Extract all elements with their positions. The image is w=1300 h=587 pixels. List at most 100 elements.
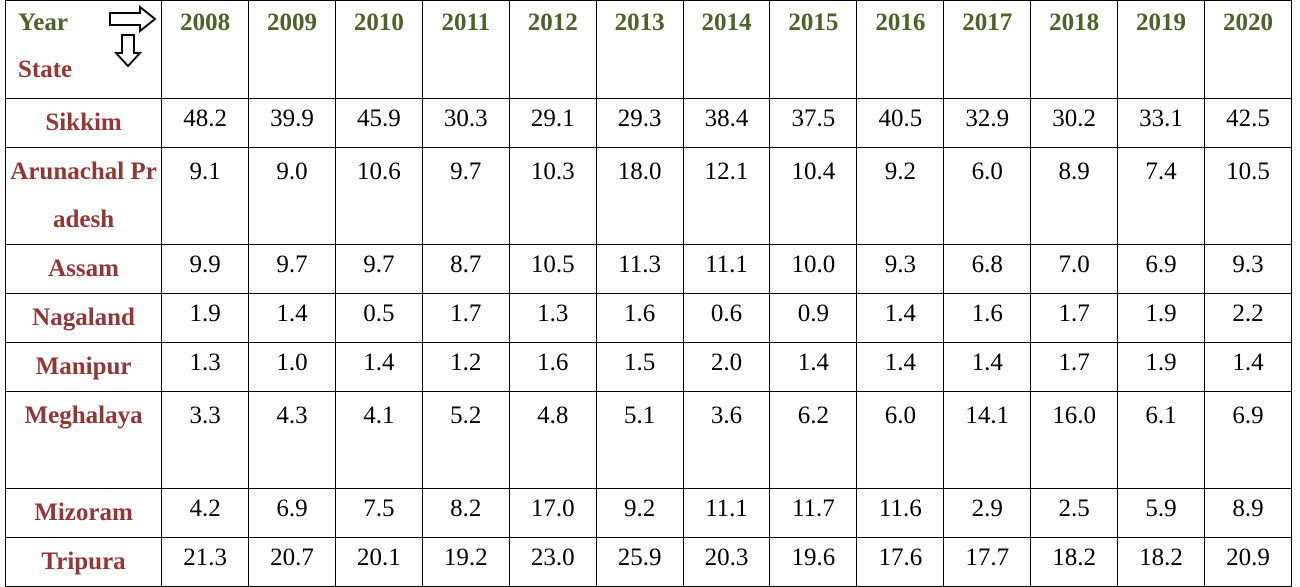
table-row: Arunachal Pradesh 9.1 9.0 10.6 9.7 10.3 18.0 12… bbox=[4, 147, 1293, 245]
value-cell: 20.3 bbox=[682, 537, 771, 587]
value-cell: 9.7 bbox=[248, 244, 336, 294]
value-cell: 1.6 bbox=[943, 293, 1032, 343]
value-cell: 1.7 bbox=[1030, 342, 1119, 392]
value-cell: 42.5 bbox=[1203, 98, 1293, 148]
value-cell: 0.5 bbox=[334, 293, 423, 343]
value-cell: 1.2 bbox=[421, 342, 510, 392]
value-cell: 12.1 bbox=[682, 147, 771, 245]
value-cell: 7.5 bbox=[334, 488, 423, 538]
state-cell: Tripura bbox=[4, 537, 163, 587]
value-cell: 33.1 bbox=[1117, 98, 1205, 148]
value-cell: 1.4 bbox=[334, 342, 423, 392]
state-axis-label: State bbox=[18, 56, 73, 83]
value-cell: 1.0 bbox=[248, 342, 336, 392]
value-cell: 9.2 bbox=[595, 488, 684, 538]
value-cell: 1.3 bbox=[161, 342, 250, 392]
value-cell: 32.9 bbox=[943, 98, 1032, 148]
value-cell: 1.7 bbox=[421, 293, 510, 343]
header-row: Year State 2008 2009 2010 2011 2012 2013 2014 201… bbox=[4, 0, 1293, 99]
value-cell: 4.3 bbox=[248, 391, 336, 489]
value-cell: 10.3 bbox=[508, 147, 597, 245]
table-row: Sikkim 48.2 39.9 45.9 30.3 29.1 29.3 38.4 37.5 40… bbox=[4, 98, 1293, 148]
state-cell: Sikkim bbox=[4, 98, 163, 148]
value-cell: 39.9 bbox=[248, 98, 336, 148]
value-cell: 10.5 bbox=[1203, 147, 1293, 245]
value-cell: 4.8 bbox=[508, 391, 597, 489]
table-row: Tripura 21.3 20.7 20.1 19.2 23.0 25.9 20.3 19.6 1… bbox=[4, 537, 1293, 587]
value-cell: 2.5 bbox=[1030, 488, 1119, 538]
value-cell: 25.9 bbox=[595, 537, 684, 587]
value-cell: 10.6 bbox=[334, 147, 423, 245]
value-cell: 6.9 bbox=[1117, 244, 1205, 294]
value-cell: 1.4 bbox=[943, 342, 1032, 392]
value-cell: 2.9 bbox=[943, 488, 1032, 538]
value-cell: 11.6 bbox=[856, 488, 945, 538]
value-cell: 1.9 bbox=[1117, 342, 1205, 392]
value-cell: 23.0 bbox=[508, 537, 597, 587]
value-cell: 5.9 bbox=[1117, 488, 1205, 538]
value-cell: 6.0 bbox=[856, 391, 945, 489]
state-cell: Manipur bbox=[4, 342, 163, 392]
value-cell: 4.1 bbox=[334, 391, 423, 489]
value-cell: 6.8 bbox=[943, 244, 1032, 294]
value-cell: 11.3 bbox=[595, 244, 684, 294]
data-table: Year State 2008 2009 2010 2011 2012 2013 2014 201… bbox=[4, 0, 1293, 587]
value-cell: 7.4 bbox=[1117, 147, 1205, 245]
value-cell: 9.9 bbox=[161, 244, 250, 294]
value-cell: 9.1 bbox=[161, 147, 250, 245]
year-axis-label: Year bbox=[18, 9, 68, 36]
value-cell: 10.4 bbox=[769, 147, 858, 245]
value-cell: 30.2 bbox=[1030, 98, 1119, 148]
value-cell: 11.1 bbox=[682, 244, 771, 294]
value-cell: 1.5 bbox=[595, 342, 684, 392]
value-cell: 9.3 bbox=[1203, 244, 1293, 294]
value-cell: 1.6 bbox=[595, 293, 684, 343]
value-cell: 5.2 bbox=[421, 391, 510, 489]
value-cell: 8.7 bbox=[421, 244, 510, 294]
value-cell: 2.0 bbox=[682, 342, 771, 392]
value-cell: 7.0 bbox=[1030, 244, 1119, 294]
year-header-2016: 2016 bbox=[856, 0, 945, 99]
value-cell: 5.1 bbox=[595, 391, 684, 489]
year-header-2019: 2019 bbox=[1117, 0, 1205, 99]
value-cell: 10.0 bbox=[769, 244, 858, 294]
value-cell: 29.1 bbox=[508, 98, 597, 148]
value-cell: 20.9 bbox=[1203, 537, 1293, 587]
value-cell: 29.3 bbox=[595, 98, 684, 148]
value-cell: 37.5 bbox=[769, 98, 858, 148]
value-cell: 19.6 bbox=[769, 537, 858, 587]
value-cell: 18.2 bbox=[1117, 537, 1205, 587]
value-cell: 19.2 bbox=[421, 537, 510, 587]
value-cell: 6.2 bbox=[769, 391, 858, 489]
value-cell: 2.2 bbox=[1203, 293, 1293, 343]
state-cell: Mizoram bbox=[4, 488, 163, 538]
year-header-2010: 2010 bbox=[334, 0, 423, 99]
value-cell: 1.4 bbox=[769, 342, 858, 392]
year-header-2018: 2018 bbox=[1030, 0, 1119, 99]
value-cell: 10.5 bbox=[508, 244, 597, 294]
year-header-2017: 2017 bbox=[943, 0, 1032, 99]
value-cell: 1.7 bbox=[1030, 293, 1119, 343]
value-cell: 45.9 bbox=[334, 98, 423, 148]
state-cell: Assam bbox=[4, 244, 163, 294]
value-cell: 9.0 bbox=[248, 147, 336, 245]
value-cell: 48.2 bbox=[161, 98, 250, 148]
table-row: Assam 9.9 9.7 9.7 8.7 10.5 11.3 11.1 10.0 9.3 6.8 7… bbox=[4, 244, 1293, 294]
value-cell: 3.3 bbox=[161, 391, 250, 489]
state-cell: Nagaland bbox=[4, 293, 163, 343]
year-header-2011: 2011 bbox=[421, 0, 510, 99]
table-row: Meghalaya 3.3 4.3 4.1 5.2 4.8 5.1 3.6 6.2 6.0 14.1… bbox=[4, 391, 1293, 489]
value-cell: 9.7 bbox=[334, 244, 423, 294]
value-cell: 1.4 bbox=[248, 293, 336, 343]
state-cell: Arunachal Pradesh bbox=[4, 147, 163, 245]
value-cell: 38.4 bbox=[682, 98, 771, 148]
value-cell: 1.6 bbox=[508, 342, 597, 392]
value-cell: 1.9 bbox=[1117, 293, 1205, 343]
value-cell: 1.4 bbox=[856, 293, 945, 343]
value-cell: 6.9 bbox=[248, 488, 336, 538]
value-cell: 4.2 bbox=[161, 488, 250, 538]
value-cell: 1.9 bbox=[161, 293, 250, 343]
table-row: Mizoram 4.2 6.9 7.5 8.2 17.0 9.2 11.1 11.7 11.6 2.… bbox=[4, 488, 1293, 538]
year-header-2012: 2012 bbox=[508, 0, 597, 99]
year-header-2014: 2014 bbox=[682, 0, 771, 99]
